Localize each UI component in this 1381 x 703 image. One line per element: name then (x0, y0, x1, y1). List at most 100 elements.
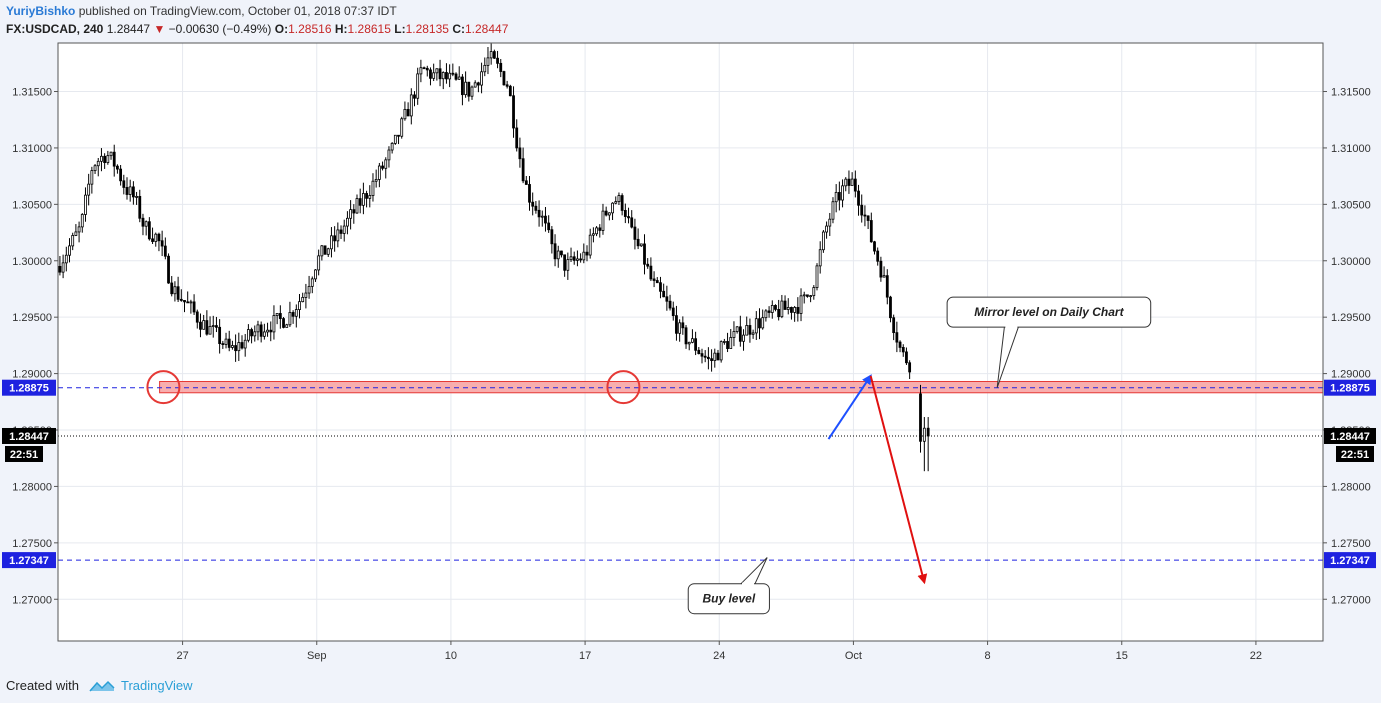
candle (237, 342, 241, 352)
up-arrow (827, 374, 872, 440)
callout-pointer (740, 557, 768, 585)
candle (87, 183, 91, 196)
candle (205, 320, 209, 335)
y-tick-label-right: 1.31000 (1331, 143, 1371, 155)
candle (569, 256, 573, 261)
y-tick-label-left: 1.27500 (12, 538, 52, 550)
candles (58, 43, 930, 472)
candle (317, 255, 321, 271)
tradingview-link[interactable]: TradingView (120, 678, 193, 693)
candle (425, 67, 429, 71)
candle (176, 286, 180, 300)
candle (646, 263, 650, 267)
candle (68, 245, 71, 256)
candle (294, 309, 298, 317)
author-link[interactable]: YuriyBishko (6, 4, 76, 18)
candle (256, 324, 260, 333)
candle (259, 324, 263, 337)
tradingview-logo-icon[interactable] (89, 679, 115, 693)
candle (377, 165, 381, 180)
candle (828, 218, 832, 227)
x-tick-label: 10 (445, 650, 457, 662)
open-value: 1.28516 (288, 22, 332, 36)
candle (109, 151, 113, 157)
candle (831, 201, 835, 220)
candle (314, 269, 317, 280)
candle (780, 300, 784, 318)
candle (697, 349, 701, 355)
candle (722, 341, 726, 343)
created-with-text: Created with (6, 678, 79, 693)
candle (298, 301, 301, 310)
resistance-zone-layer (159, 380, 1323, 394)
candle (448, 72, 452, 80)
candle (655, 280, 659, 284)
candle (151, 238, 154, 242)
candle (74, 231, 78, 236)
candle (58, 266, 62, 273)
candle (863, 214, 867, 217)
candle (528, 184, 531, 203)
candle (234, 345, 238, 352)
candle (678, 322, 682, 334)
candle (550, 229, 554, 245)
candle (336, 229, 340, 242)
candle (515, 127, 519, 149)
candle (467, 81, 471, 97)
candle (563, 254, 567, 271)
candle (687, 341, 691, 345)
x-tick-label: 27 (176, 650, 188, 662)
candle (77, 226, 81, 233)
candle (483, 64, 487, 73)
candle (620, 195, 624, 211)
candle (224, 338, 228, 345)
candle (540, 215, 544, 218)
callout-box (946, 296, 1152, 328)
candle (90, 170, 94, 185)
publish-info: YuriyBishko published on TradingView.com… (6, 4, 397, 18)
candle (342, 225, 346, 234)
candle (253, 331, 257, 337)
candle (272, 315, 276, 333)
down-triangle-icon: ▼ (153, 22, 166, 36)
candle (346, 217, 349, 227)
candle (879, 260, 883, 278)
candle (652, 278, 656, 281)
candle (850, 178, 854, 186)
candle (691, 338, 694, 343)
candle (403, 108, 407, 120)
candle (751, 332, 755, 335)
candle (572, 256, 576, 261)
candle (790, 306, 793, 313)
price-badge-right-text: 1.28447 (1330, 431, 1370, 443)
candle (889, 296, 892, 319)
y-tick-label-right: 1.30500 (1331, 199, 1371, 211)
candle (681, 322, 685, 329)
candle (163, 245, 167, 257)
y-tick-label-left: 1.30000 (12, 256, 52, 268)
symbol-name[interactable]: FX:USDCAD, 240 (6, 22, 104, 36)
candle (901, 347, 905, 353)
candle (84, 194, 87, 215)
candle (189, 301, 193, 304)
candle (611, 202, 614, 214)
candle (598, 227, 602, 231)
candle (457, 76, 461, 80)
candle (742, 334, 745, 342)
candle (470, 86, 474, 97)
candle (518, 147, 522, 160)
candle (278, 313, 282, 319)
x-tick-label: Oct (845, 650, 862, 662)
candle (61, 262, 65, 273)
candle (694, 338, 698, 351)
x-tick-label: 8 (985, 650, 991, 662)
candle (179, 298, 183, 301)
candle (144, 221, 148, 227)
candle (812, 287, 816, 297)
candle (665, 296, 669, 302)
countdown-badge-left (5, 445, 43, 462)
candle (93, 165, 97, 172)
x-tick-label: 15 (1116, 650, 1128, 662)
candle (601, 210, 605, 231)
